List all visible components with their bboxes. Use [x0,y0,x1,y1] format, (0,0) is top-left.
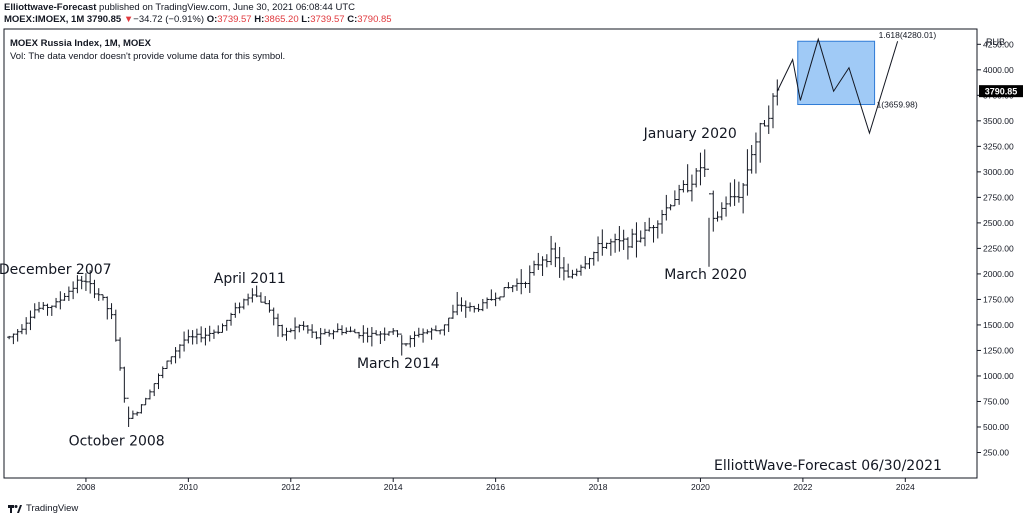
y-tick-label: 1500.00 [983,320,1014,330]
high-value: 3865.20 [264,14,299,25]
projection-line [776,37,899,135]
price-chart[interactable]: MOEX Russia Index, 1M, MOEX Vol: The dat… [0,0,1024,500]
last-price: 3790.85 [86,14,122,25]
y-tick-label: 1000.00 [983,371,1014,381]
fib-level-label: 1(3659.98) [877,100,918,110]
ohlc-bars [7,79,780,427]
publish-line: Elliottwave-Forecast published on Tradin… [4,2,392,14]
open-value: 3739.57 [217,14,252,25]
y-tick-label: 2500.00 [983,218,1014,228]
y-tick-label: 4250.00 [983,39,1014,49]
annotation-label: December 2007 [0,262,112,278]
high-label: H: [254,14,265,25]
y-tick-label: 3250.00 [983,141,1014,151]
y-tick-label: 1250.00 [983,345,1014,355]
y-tick-label: 1750.00 [983,294,1014,304]
fib-level-label: 1.618(4280.01) [879,30,937,40]
publisher-name: Elliottwave-Forecast [4,2,97,13]
symbol-label: MOEX:IMOEX, 1M [4,14,85,25]
fib-levels: 1.618(4280.01) 1(3659.98) [877,30,937,109]
chart-title: MOEX Russia Index, 1M, MOEX [10,38,152,49]
y-tick-label: 750.00 [983,396,1009,406]
low-label: L: [301,14,311,25]
x-tick-label: 2018 [589,482,608,492]
last-price-marker: 3790.85 [979,85,1023,98]
open-label: O: [206,14,218,25]
x-tick-label: 2012 [281,482,300,492]
tradingview-logo-icon [8,504,22,513]
x-tick-label: 2014 [384,482,403,492]
watermark: ElliottWave-Forecast 06/30/2021 [714,458,942,474]
y-tick-label: 2250.00 [983,243,1014,253]
volume-note: Vol: The data vendor doesn't provide vol… [10,51,285,62]
x-tick-label: 2020 [691,482,710,492]
x-tick-label: 2016 [486,482,505,492]
price-axis: 250.00 500.00 750.00 1000.00 1250.00 1500.00 1… [977,39,1014,457]
annotation-label: October 2008 [69,433,165,449]
y-tick-label: 3500.00 [983,116,1014,126]
low-value: 3739.57 [310,14,345,25]
chart-header: Elliottwave-Forecast published on Tradin… [4,2,392,26]
currency-label: RUB [986,37,1005,47]
annotation-label: April 2011 [214,271,286,287]
x-tick-label: 2010 [179,482,198,492]
close-value: 3790.85 [357,14,392,25]
ohlc-line: MOEX:IMOEX, 1M 3790.85 ▼−34.72 (−0.91%) … [4,14,392,26]
last-price-tag-label: 3790.85 [985,87,1018,97]
projection-path [776,37,899,135]
x-tick-label: 2008 [76,482,95,492]
annotation-label: March 2014 [357,356,440,372]
price-change: −34.72 (−0.91%) [133,14,205,25]
y-tick-label: 4000.00 [983,65,1014,75]
y-tick-label: 2000.00 [983,269,1014,279]
published-text: published on TradingView.com, June 30, 2… [99,2,355,13]
last-price-tag [979,85,1023,98]
target-box [797,40,876,106]
annotation-label: March 2020 [664,267,747,283]
annotation-label: January 2020 [643,126,737,142]
y-tick-label: 2750.00 [983,192,1014,202]
footer-brand: TradingView [26,503,79,514]
close-label: C: [347,14,358,25]
down-arrow-icon: ▼ [123,14,134,25]
time-axis: 2008 2010 2012 2014 2016 2018 2020 2022 2024 [76,478,915,492]
y-tick-label: 500.00 [983,422,1009,432]
x-tick-label: 2024 [896,482,915,492]
chart-annotations: December 2007 October 2008 April 2011 March… [0,126,747,449]
target-zone [797,40,876,106]
y-tick-label: 3000.00 [983,167,1014,177]
y-tick-label: 250.00 [983,447,1009,457]
footer: TradingView [8,503,78,514]
x-tick-label: 2022 [793,482,812,492]
